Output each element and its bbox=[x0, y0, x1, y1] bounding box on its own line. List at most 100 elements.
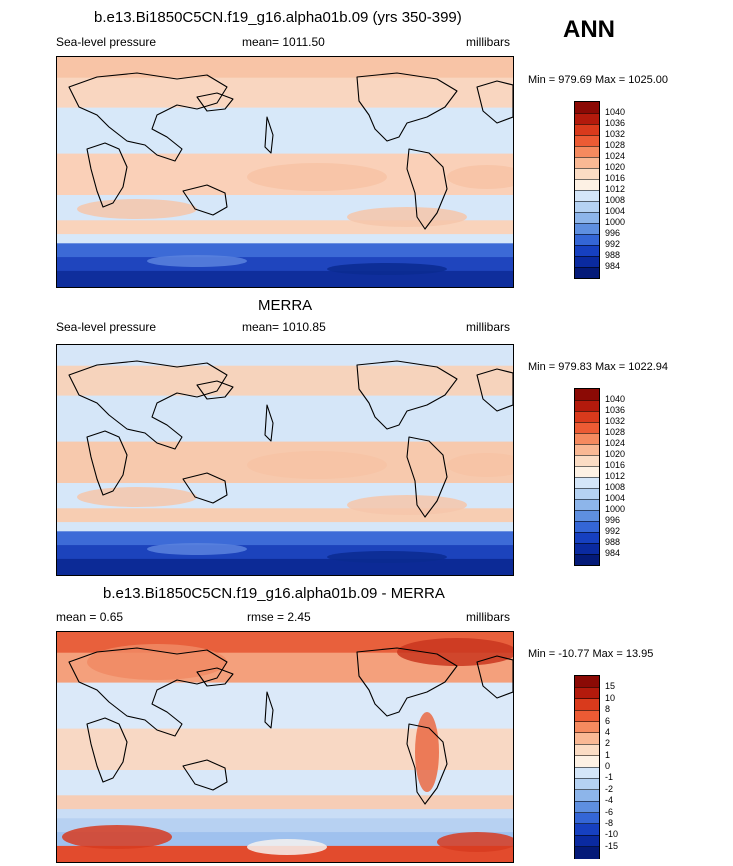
field-band bbox=[57, 558, 513, 575]
colorbar-swatch bbox=[575, 157, 599, 168]
panel3-units-label: millibars bbox=[466, 610, 511, 624]
colorbar-tick bbox=[575, 834, 599, 836]
colorbar-tick-label: 4 bbox=[605, 726, 611, 737]
coastline bbox=[196, 92, 234, 112]
colorbar-tick bbox=[575, 777, 599, 779]
colorbar-tick bbox=[575, 454, 599, 456]
colorbar-tick-label: 1016 bbox=[605, 173, 626, 183]
colorbar-swatch bbox=[575, 411, 599, 422]
colorbar-tick bbox=[575, 145, 599, 147]
colorbar-tick-label: 1012 bbox=[605, 184, 626, 194]
colorbar-tick bbox=[575, 443, 599, 445]
colorbar-swatch bbox=[575, 389, 599, 400]
field-anomaly bbox=[147, 255, 247, 267]
colorbar-tick bbox=[575, 167, 599, 169]
map-field bbox=[57, 345, 513, 575]
colorbar-tick bbox=[575, 709, 599, 711]
colorbar-tick-label: -10 bbox=[605, 829, 619, 840]
colorbar-tick bbox=[575, 112, 599, 114]
colorbar-swatch bbox=[575, 400, 599, 411]
field-anomaly bbox=[87, 644, 227, 680]
colorbar-swatch bbox=[575, 543, 599, 554]
field-band bbox=[57, 770, 513, 797]
colorbar-tick bbox=[575, 766, 599, 768]
colorbar-tick bbox=[575, 465, 599, 467]
colorbar-swatch bbox=[575, 488, 599, 499]
colorbar-tick-label: 1032 bbox=[605, 416, 626, 426]
colorbar-swatch bbox=[575, 190, 599, 201]
colorbar-swatch bbox=[575, 710, 599, 723]
colorbar-tick bbox=[575, 553, 599, 555]
coastline bbox=[182, 472, 228, 504]
coastline bbox=[356, 72, 458, 142]
coastline bbox=[68, 72, 228, 162]
colorbar-tick-label: -1 bbox=[605, 772, 614, 783]
colorbar-tick bbox=[575, 123, 599, 125]
field-anomaly bbox=[397, 638, 513, 666]
field-band bbox=[57, 345, 513, 367]
colorbar-tick-label: 1040 bbox=[605, 394, 626, 404]
field-band bbox=[57, 270, 513, 287]
colorbar-swatch bbox=[575, 422, 599, 433]
colorbar-swatch bbox=[575, 721, 599, 734]
panel3-title: b.e13.Bi1850C5CN.f19_g16.alpha01b.09 - M… bbox=[103, 585, 445, 602]
colorbar-tick bbox=[575, 498, 599, 500]
colorbar-tick bbox=[575, 800, 599, 802]
panel2-title: MERRA bbox=[258, 297, 313, 314]
colorbar-tick-label: -2 bbox=[605, 783, 614, 794]
field-anomaly bbox=[447, 165, 513, 189]
colorbar-swatch bbox=[575, 801, 599, 814]
colorbar-tick-label: 2 bbox=[605, 738, 611, 749]
field-band bbox=[57, 107, 513, 155]
field-anomaly bbox=[437, 832, 513, 852]
coastline bbox=[264, 116, 274, 154]
colorbar-tick bbox=[575, 755, 599, 757]
coastline bbox=[356, 360, 458, 430]
field-anomaly bbox=[147, 543, 247, 555]
colorbar-tick bbox=[575, 156, 599, 158]
colorbar-swatch bbox=[575, 554, 599, 565]
panel1-variable-label: Sea-level pressure bbox=[56, 35, 157, 49]
colorbar-swatch bbox=[575, 477, 599, 488]
field-anomaly bbox=[62, 825, 172, 849]
field-band bbox=[57, 531, 513, 547]
colorbar-swatch bbox=[575, 789, 599, 802]
colorbar-tick-label: 1024 bbox=[605, 438, 626, 448]
colorbar-tick-label: 1016 bbox=[605, 460, 626, 470]
colorbar-tick-label: 1028 bbox=[605, 140, 626, 150]
colorbar-tick bbox=[575, 686, 599, 688]
colorbar-tick-label: 1020 bbox=[605, 162, 626, 172]
colorbar-tick bbox=[575, 244, 599, 246]
panel1-title: b.e13.Bi1850C5CN.f19_g16.alpha01b.09 (yr… bbox=[94, 9, 462, 26]
field-anomaly bbox=[347, 495, 467, 515]
coastline bbox=[196, 667, 234, 687]
panel2-map bbox=[56, 344, 514, 576]
colorbar-tick-label: 992 bbox=[605, 239, 621, 249]
colorbar-swatch bbox=[575, 135, 599, 146]
colorbar-tick bbox=[575, 542, 599, 544]
colorbar-swatch bbox=[575, 676, 599, 688]
panel3-rmse-label: rmse = 2.45 bbox=[247, 610, 311, 624]
colorbar-tick-label: 996 bbox=[605, 228, 621, 238]
panel2-minmax: Min = 979.83 Max = 1022.94 bbox=[528, 361, 669, 373]
colorbar-tick-label: -6 bbox=[605, 806, 614, 817]
field-band bbox=[57, 365, 513, 397]
field-anomaly bbox=[247, 839, 327, 855]
coastline bbox=[476, 80, 513, 124]
coastline bbox=[476, 368, 513, 412]
field-anomaly bbox=[327, 551, 447, 563]
panel1-units-label: millibars bbox=[466, 35, 511, 49]
colorbar-tick-label: 1028 bbox=[605, 427, 626, 437]
colorbar-swatch bbox=[575, 767, 599, 779]
field-band bbox=[57, 234, 513, 245]
colorbar-tick bbox=[575, 222, 599, 224]
colorbar-tick-label: 1036 bbox=[605, 405, 626, 415]
field-anomaly bbox=[415, 712, 439, 792]
panel1-minmax: Min = 979.69 Max = 1025.00 bbox=[528, 74, 669, 86]
colorbar-tick bbox=[575, 266, 599, 268]
coastline bbox=[196, 380, 234, 400]
colorbar-swatch bbox=[575, 846, 599, 859]
panel3-colorbar: 15 10 8 6 4 2 1 0 -1 -2 -4 -6 -8 -10 -15 bbox=[574, 675, 618, 859]
colorbar-swatch bbox=[575, 223, 599, 234]
colorbar-swatch bbox=[575, 212, 599, 223]
